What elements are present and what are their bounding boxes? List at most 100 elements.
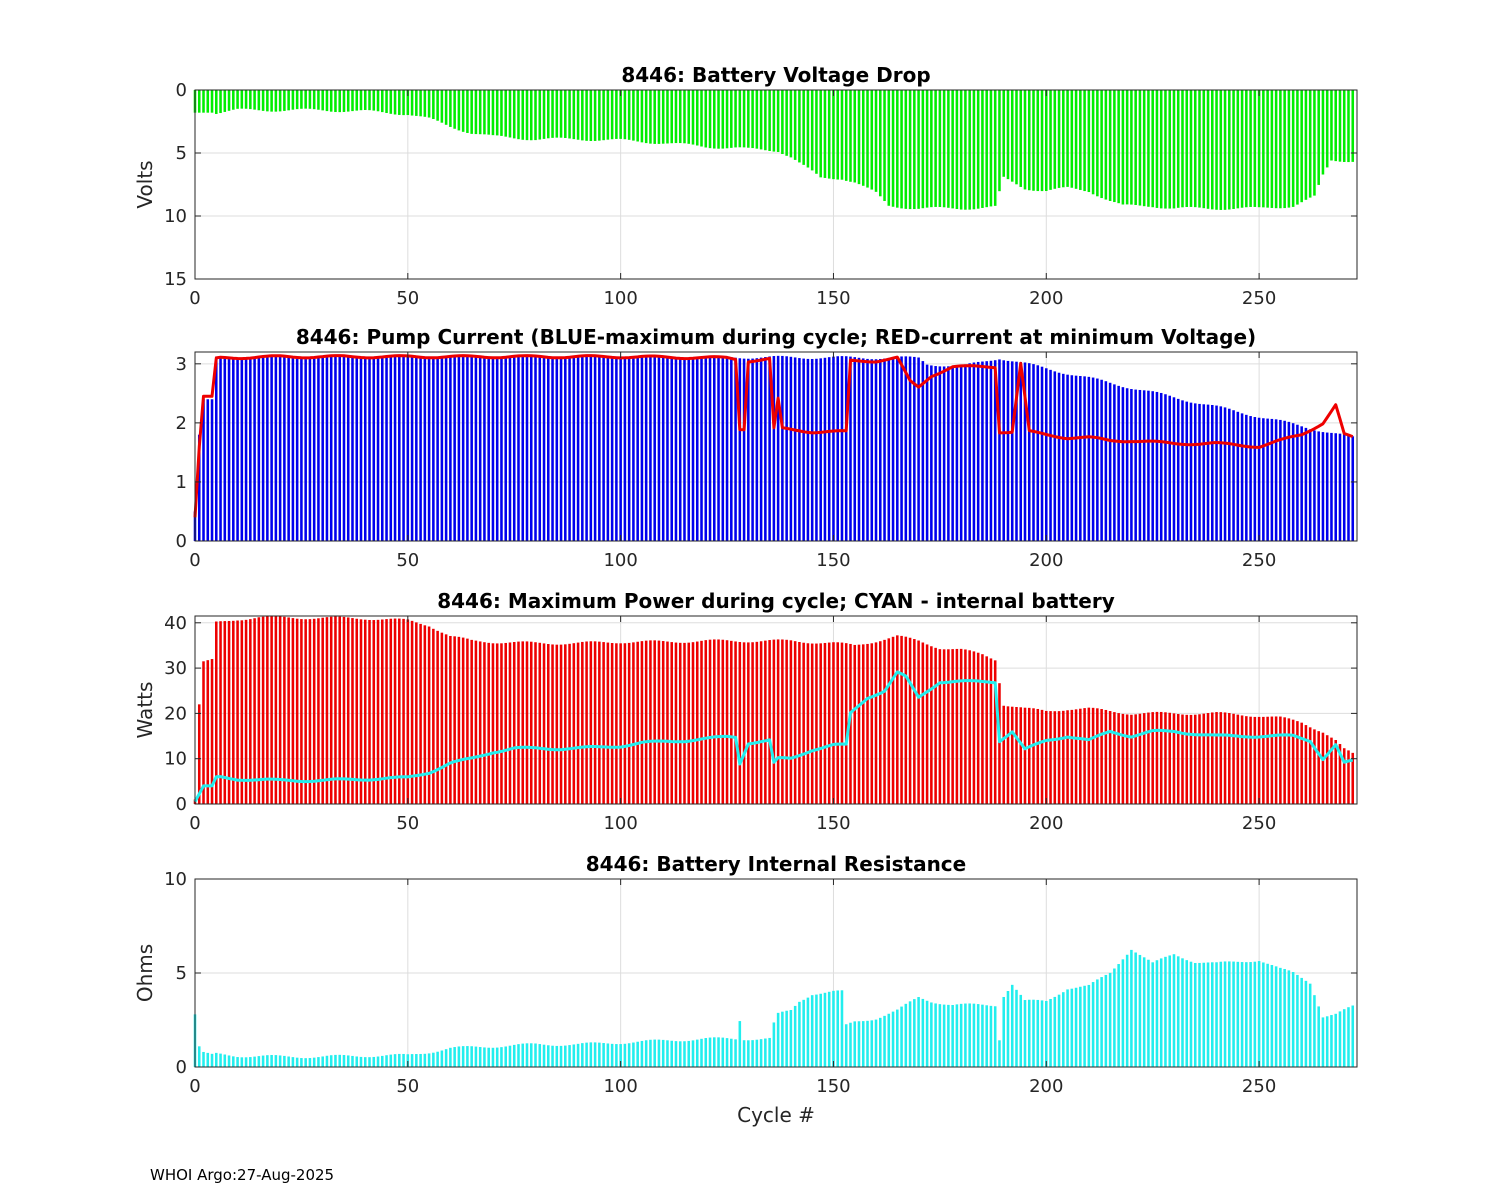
bar bbox=[725, 90, 729, 149]
bar bbox=[789, 640, 793, 804]
bar bbox=[861, 644, 865, 804]
bar bbox=[764, 1038, 767, 1067]
bar bbox=[1257, 961, 1261, 1067]
bar bbox=[1325, 1016, 1329, 1067]
bar bbox=[938, 90, 942, 207]
bar bbox=[529, 355, 533, 541]
bar bbox=[461, 355, 465, 541]
bar bbox=[1262, 716, 1265, 804]
bar bbox=[798, 90, 801, 163]
bar bbox=[223, 621, 227, 804]
bar bbox=[930, 365, 933, 541]
bar bbox=[666, 641, 669, 804]
bar-series-1 bbox=[193, 90, 1355, 210]
bar bbox=[346, 1055, 350, 1067]
bar bbox=[257, 90, 261, 111]
bar bbox=[457, 90, 461, 131]
bar bbox=[921, 642, 925, 804]
bar bbox=[389, 1054, 393, 1067]
bar bbox=[776, 355, 780, 541]
x-tick-label: 200 bbox=[1029, 550, 1063, 571]
bar bbox=[427, 1053, 431, 1067]
bar bbox=[427, 358, 431, 541]
bar bbox=[747, 358, 750, 541]
bar bbox=[381, 1055, 384, 1067]
bar bbox=[474, 1046, 478, 1067]
bar bbox=[478, 90, 482, 135]
bar bbox=[419, 90, 422, 117]
bar bbox=[849, 90, 852, 182]
bar bbox=[504, 1046, 507, 1067]
bar bbox=[1057, 90, 1061, 188]
bar bbox=[415, 622, 418, 804]
bar bbox=[572, 1044, 576, 1067]
bar bbox=[300, 359, 303, 541]
bar bbox=[1053, 996, 1057, 1067]
bar bbox=[338, 616, 341, 804]
bar bbox=[1074, 90, 1078, 189]
bar bbox=[606, 642, 610, 804]
bar bbox=[1287, 90, 1291, 208]
bar bbox=[529, 90, 533, 141]
bar bbox=[610, 1043, 614, 1067]
bar bbox=[376, 1056, 380, 1067]
bar bbox=[840, 356, 844, 541]
bar bbox=[215, 90, 218, 114]
bar bbox=[334, 356, 337, 541]
bar bbox=[406, 1054, 410, 1067]
bar bbox=[581, 641, 584, 804]
bar bbox=[342, 1055, 346, 1067]
bar bbox=[1164, 712, 1167, 804]
bar bbox=[764, 90, 767, 151]
bar bbox=[695, 357, 699, 541]
bar bbox=[981, 90, 984, 208]
bar bbox=[947, 649, 950, 804]
bar bbox=[972, 651, 976, 804]
bar bbox=[1330, 737, 1333, 804]
bar bbox=[551, 644, 554, 804]
bar bbox=[759, 357, 763, 541]
bar bbox=[244, 1057, 248, 1067]
bar bbox=[695, 90, 699, 146]
x-tick-label: 50 bbox=[396, 1076, 419, 1097]
bar bbox=[704, 640, 708, 804]
bar bbox=[1181, 714, 1184, 804]
bar bbox=[368, 619, 371, 804]
bar bbox=[415, 357, 418, 541]
bar bbox=[1219, 90, 1223, 210]
bar bbox=[802, 90, 805, 165]
bar bbox=[700, 1038, 703, 1067]
bar bbox=[1147, 712, 1150, 804]
bar bbox=[1155, 960, 1159, 1067]
bar bbox=[674, 357, 678, 541]
bar bbox=[1134, 714, 1137, 804]
bar bbox=[457, 355, 461, 541]
bar bbox=[551, 1045, 554, 1067]
bar bbox=[470, 356, 473, 541]
bar bbox=[1274, 966, 1278, 1067]
bar bbox=[1117, 964, 1120, 1067]
bar bbox=[1198, 403, 1201, 541]
bar bbox=[1198, 714, 1201, 804]
bar bbox=[1270, 90, 1274, 208]
bar bbox=[666, 1040, 669, 1067]
bar bbox=[734, 357, 737, 541]
bar bbox=[266, 356, 269, 541]
bar bbox=[993, 360, 997, 541]
bar bbox=[781, 639, 784, 804]
x-tick-label: 200 bbox=[1029, 813, 1063, 834]
bar bbox=[317, 358, 320, 541]
bar bbox=[985, 1005, 988, 1067]
bar bbox=[517, 90, 520, 140]
bar bbox=[525, 355, 529, 541]
bar bbox=[913, 90, 916, 210]
bar bbox=[236, 1057, 239, 1067]
bar bbox=[998, 359, 1001, 541]
bar bbox=[547, 90, 550, 139]
bar bbox=[1342, 748, 1346, 804]
bar bbox=[1134, 952, 1137, 1067]
bar bbox=[253, 618, 256, 804]
bar bbox=[1283, 90, 1286, 209]
bar bbox=[917, 997, 920, 1067]
bar bbox=[870, 90, 874, 190]
